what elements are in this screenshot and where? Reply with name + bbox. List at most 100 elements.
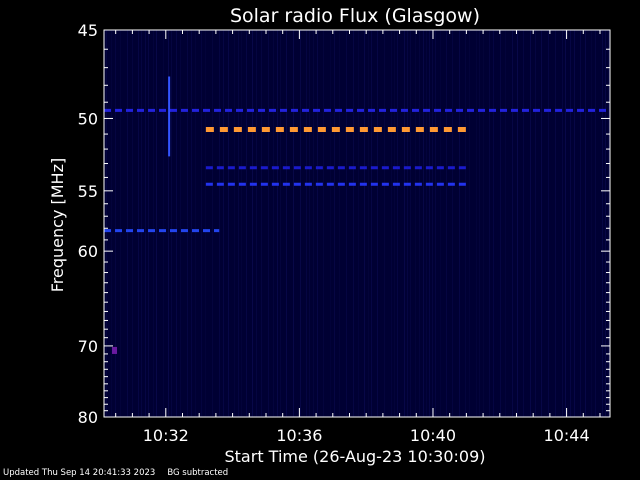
y-tick-label: 45 (78, 21, 98, 40)
noise-streak (323, 30, 324, 417)
noise-streak (201, 30, 202, 417)
noise-streak (309, 30, 310, 417)
plot-area (104, 30, 610, 417)
noise-streak (407, 30, 408, 417)
y-tick-label: 80 (78, 408, 98, 427)
y-tick-label: 70 (78, 337, 98, 356)
noise-streak (505, 30, 506, 417)
noise-streak (512, 30, 513, 417)
noise-streak (429, 30, 430, 417)
y-tick-label: 50 (78, 109, 98, 128)
noise-streak (120, 30, 121, 417)
noise-streak (153, 30, 154, 417)
noise-streak (187, 30, 188, 417)
chart-title: Solar radio Flux (Glasgow) (230, 5, 480, 27)
noise-streak (541, 30, 542, 417)
noise-streak (106, 30, 107, 417)
updated-timestamp: Updated Thu Sep 14 20:41:33 2023 (3, 468, 156, 478)
y-axis-label: Frequency [MHz] (48, 158, 67, 292)
noise-streak (555, 30, 556, 417)
noise-streak (469, 30, 470, 417)
noise-streak (397, 30, 398, 417)
noise-streak (339, 30, 340, 417)
noise-streak (171, 30, 172, 417)
noise-streak (313, 30, 314, 417)
noise-streak (432, 30, 433, 417)
noise-streak (440, 30, 441, 417)
x-tick-label: 10:44 (544, 426, 590, 445)
footer-status: Updated Thu Sep 14 20:41:33 2023 BG subtr… (3, 468, 240, 478)
noise-streak (358, 30, 359, 417)
noise-streak (141, 30, 142, 417)
noise-streak (368, 30, 369, 417)
noise-streak (591, 30, 592, 417)
x-axis-label: Start Time (26-Aug-23 10:30:09) (225, 447, 486, 466)
x-tick-label: 10:36 (276, 426, 322, 445)
noise-streak (268, 30, 269, 417)
noise-streak (419, 30, 420, 417)
noise-streak (273, 30, 274, 417)
noise-streak (562, 30, 563, 417)
noise-streak (570, 30, 571, 417)
noise-streak (452, 30, 453, 417)
noise-streak (500, 30, 501, 417)
noise-streak (246, 30, 247, 417)
noise-streak (605, 30, 606, 417)
noise-streak (404, 30, 405, 417)
plot-background (104, 30, 610, 417)
noise-streak (423, 30, 424, 417)
noise-streak (483, 30, 484, 417)
noise-streak (465, 30, 466, 417)
emission-dot (112, 346, 118, 354)
noise-streak (234, 30, 235, 417)
noise-streak (286, 30, 287, 417)
noise-streak (261, 30, 262, 417)
noise-streak (252, 30, 253, 417)
noise-streak (459, 30, 460, 417)
plot-axes: 45 50 55 60 70 80 10:32 10:36 10:40 10:44 (78, 21, 611, 445)
noise-streak (565, 30, 566, 417)
noise-streak (330, 30, 331, 417)
noise-streak (241, 30, 242, 417)
noise-streak (535, 30, 536, 417)
noise-streak (602, 30, 603, 417)
noise-streak (223, 30, 224, 417)
noise-streak (394, 30, 395, 417)
noise-streak (489, 30, 490, 417)
noise-streak (306, 30, 307, 417)
noise-streak (585, 30, 586, 417)
noise-streak (115, 30, 116, 417)
noise-streak (195, 30, 196, 417)
x-tick-label: 10:32 (143, 426, 189, 445)
x-tick-label: 10:40 (410, 426, 456, 445)
noise-streak (415, 30, 416, 417)
noise-streak (317, 30, 318, 417)
noise-streak (256, 30, 257, 417)
noise-streak (138, 30, 139, 417)
noise-streak (148, 30, 149, 417)
noise-streak (176, 30, 177, 417)
noise-streak (574, 30, 575, 417)
noise-streak (145, 30, 146, 417)
noise-streak (180, 30, 181, 417)
noise-streak (548, 30, 549, 417)
noise-streak (371, 30, 372, 417)
noise-streak (391, 30, 392, 417)
noise-streak (219, 30, 220, 417)
noise-streak (517, 30, 518, 417)
noise-streak (277, 30, 278, 417)
noise-streak (426, 30, 427, 417)
noise-streak (280, 30, 281, 417)
noise-streak (608, 30, 609, 417)
noise-streak (530, 30, 531, 417)
noise-streak (191, 30, 192, 417)
noise-streak (238, 30, 239, 417)
noise-streak (168, 30, 169, 417)
noise-streak (384, 30, 385, 417)
emission-features (104, 76, 610, 354)
noise-streak (353, 30, 354, 417)
noise-streak (111, 30, 112, 417)
noise-streak (334, 30, 335, 417)
noise-streak (493, 30, 494, 417)
